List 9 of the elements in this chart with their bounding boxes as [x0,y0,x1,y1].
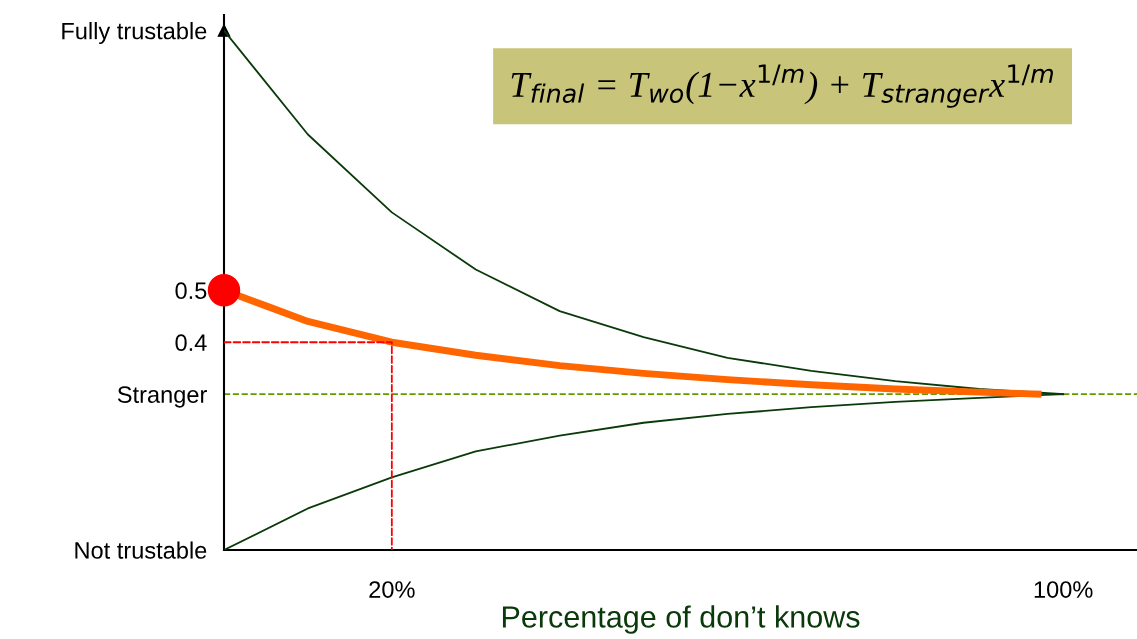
y-tick-label: Stranger [117,386,207,408]
y-tick-label: Fully trustable [62,22,207,45]
y-tick-label: 0.5 [175,282,207,300]
text: T$_{final}$ = T$_{wo}$(1−x$^{1/m}$) + T$_{stranger}$x$^{1/m}$ [511,64,1053,108]
x-tick-label: 100% [1034,581,1093,598]
y-tick-label: 0.4 [175,334,207,352]
y-tick-label: Not trustable [75,541,207,559]
x-axis-title: Percentage of don’t knows [502,605,860,634]
x-tick-label: 20% [369,581,415,598]
